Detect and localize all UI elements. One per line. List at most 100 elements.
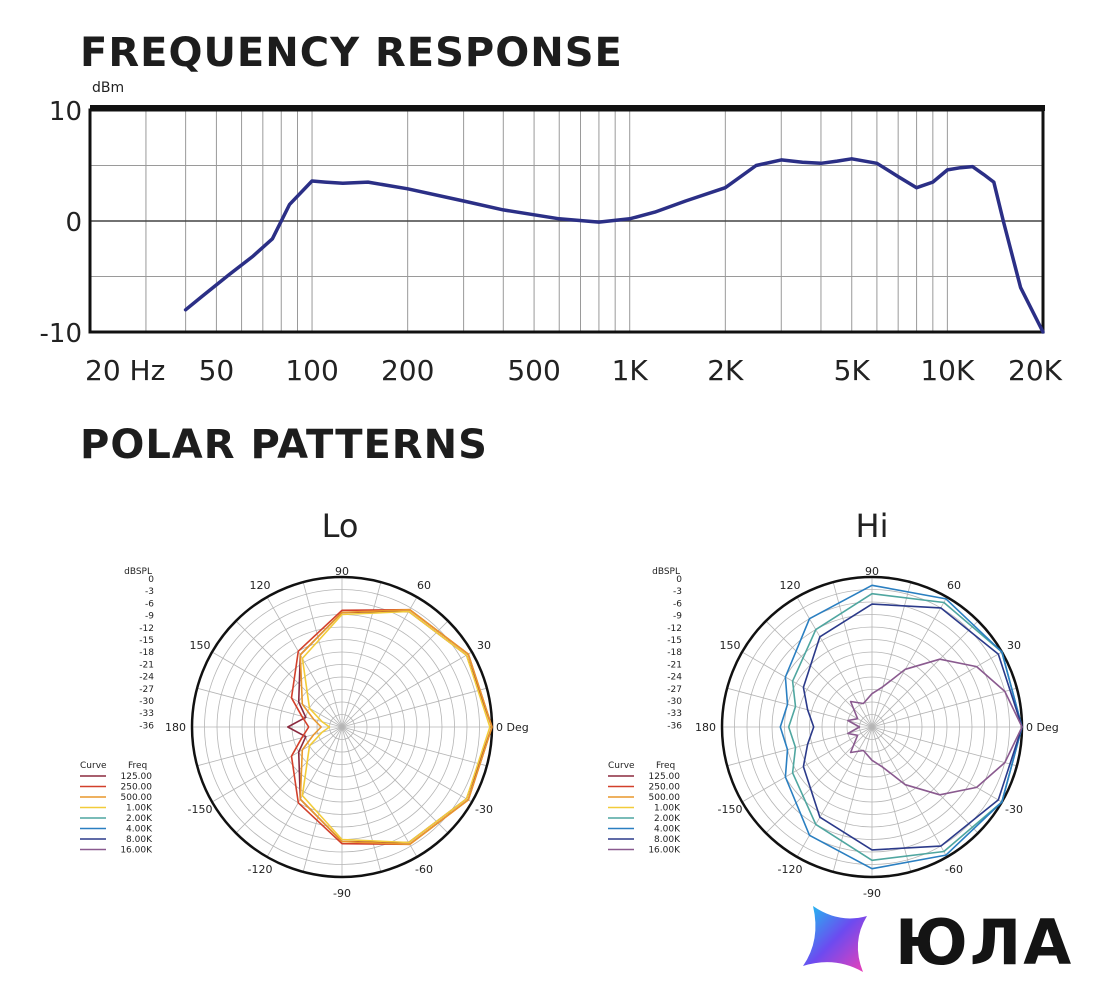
x-tick-label: 200 <box>381 354 434 387</box>
frequency-response-heading: FREQUENCY RESPONSE <box>80 30 623 76</box>
polar-r-tick: -18 <box>667 648 682 658</box>
polar-angle-label: -150 <box>717 803 742 816</box>
frequency-response-line <box>183 157 1045 334</box>
polar-spoke <box>832 582 873 728</box>
polar-spoke <box>302 726 343 872</box>
polar-angle-label: -30 <box>1005 803 1023 816</box>
polar-r-tick: -27 <box>667 685 682 695</box>
legend-freq-label: 2.00K <box>126 814 153 824</box>
polar-spoke <box>341 726 487 767</box>
legend-freq-label: 125.00 <box>649 772 681 782</box>
polar-angle-label: 60 <box>417 579 431 592</box>
polar-chart-lo: Lo0 Deg306090120150180-150-120-90-60-30d… <box>80 507 529 900</box>
legend-freq-label: 16.00K <box>120 846 153 856</box>
legend-freq-label: 8.00K <box>654 835 681 845</box>
legend-freq-label: 1.00K <box>654 804 681 814</box>
polar-spoke <box>871 687 1017 728</box>
polar-angle-label: -90 <box>333 887 351 900</box>
polar-curve <box>779 584 1023 870</box>
polar-angle-label: -150 <box>187 803 212 816</box>
x-tick-label: 1K <box>612 354 649 387</box>
x-tick-label: 5K <box>834 354 871 387</box>
legend-header-curve: Curve <box>608 761 635 771</box>
polar-angle-label: 150 <box>189 639 210 652</box>
legend-freq-label: 4.00K <box>654 825 681 835</box>
polar-r-tick: -36 <box>667 721 682 731</box>
polar-spoke <box>302 582 343 728</box>
polar-angle-label: 150 <box>719 639 740 652</box>
polar-r-tick: -24 <box>667 673 682 683</box>
polar-spoke <box>211 726 343 803</box>
polar-spoke <box>341 726 473 803</box>
polar-angle-label: -90 <box>863 887 881 900</box>
polar-r-tick: -15 <box>139 636 154 646</box>
logo-mark-icon <box>803 906 867 972</box>
polar-angle-label: 120 <box>780 579 801 592</box>
polar-spoke <box>235 726 343 834</box>
polar-spoke <box>871 726 979 834</box>
polar-r-tick: -6 <box>145 599 154 609</box>
legend-freq-label: 500.00 <box>649 793 681 803</box>
polar-r-tick: -18 <box>139 648 154 658</box>
polar-r-tick: -30 <box>667 697 682 707</box>
polar-angle-label: 120 <box>250 579 271 592</box>
polar-patterns-heading: POLAR PATTERNS <box>80 422 488 468</box>
polar-chart-hi: Hi0 Deg306090120150180-150-120-90-60-30d… <box>608 507 1059 900</box>
polar-curve <box>787 592 1023 862</box>
y-tick-label: 0 <box>65 208 82 238</box>
polar-angle-label: 30 <box>1007 639 1021 652</box>
polar-r-tick: 0 <box>148 575 154 585</box>
polar-spoke <box>871 726 948 858</box>
x-tick-label: 50 <box>199 354 235 387</box>
polar-spoke <box>341 596 418 728</box>
yula-logo: ЮЛА <box>795 900 1095 980</box>
polar-angle-label: 30 <box>477 639 491 652</box>
polar-spoke <box>211 651 343 728</box>
polar-curve <box>301 610 491 844</box>
x-tick-label: 10K <box>920 354 975 387</box>
polar-r-tick: -9 <box>145 612 154 622</box>
legend-freq-label: 2.00K <box>654 814 681 824</box>
polar-r-tick: 0 <box>676 575 682 585</box>
polar-spoke <box>341 651 473 728</box>
legend-freq-label: 125.00 <box>121 772 153 782</box>
polar-spoke <box>341 620 449 728</box>
x-tick-label: 500 <box>507 354 560 387</box>
y-tick-label: -10 <box>40 319 82 349</box>
polar-r-label: dBSPL <box>124 567 152 577</box>
polar-r-tick: -21 <box>139 660 154 670</box>
polar-r-tick: -27 <box>139 685 154 695</box>
polar-spoke <box>871 726 1003 803</box>
legend-freq-label: 250.00 <box>121 783 153 793</box>
polar-r-tick: -24 <box>139 673 154 683</box>
polar-angle-label: 60 <box>947 579 961 592</box>
polar-r-tick: -33 <box>667 709 682 719</box>
polar-angle-label: -120 <box>248 863 273 876</box>
polar-r-tick: -21 <box>667 660 682 670</box>
polar-angle-label: 180 <box>165 721 186 734</box>
y-axis-label: dBm <box>92 80 124 96</box>
x-tick-label: 20 Hz <box>85 354 165 387</box>
x-tick-label: 100 <box>285 354 338 387</box>
legend-freq-label: 16.00K <box>648 846 681 856</box>
polar-spoke <box>341 726 449 834</box>
polar-spoke <box>741 726 873 803</box>
polar-spoke <box>796 596 873 728</box>
polar-spoke <box>871 726 1017 767</box>
polar-r-tick: -36 <box>139 721 154 731</box>
polar-spoke <box>197 726 343 767</box>
polar-spoke <box>266 726 343 858</box>
polar-curve <box>299 608 493 846</box>
polar-angle-label: 90 <box>335 565 349 578</box>
polar-spoke <box>871 620 979 728</box>
polar-angle-label: -60 <box>945 863 963 876</box>
polar-angle-label: 0 Deg <box>1026 721 1059 734</box>
polar-angle-label: -30 <box>475 803 493 816</box>
polar-r-tick: -3 <box>145 587 154 597</box>
polar-title: Hi <box>856 507 889 545</box>
legend-header-freq: Freq <box>128 761 147 771</box>
legend-freq-label: 4.00K <box>126 825 153 835</box>
legend-header-freq: Freq <box>656 761 675 771</box>
legend-freq-label: 1.00K <box>126 804 153 814</box>
